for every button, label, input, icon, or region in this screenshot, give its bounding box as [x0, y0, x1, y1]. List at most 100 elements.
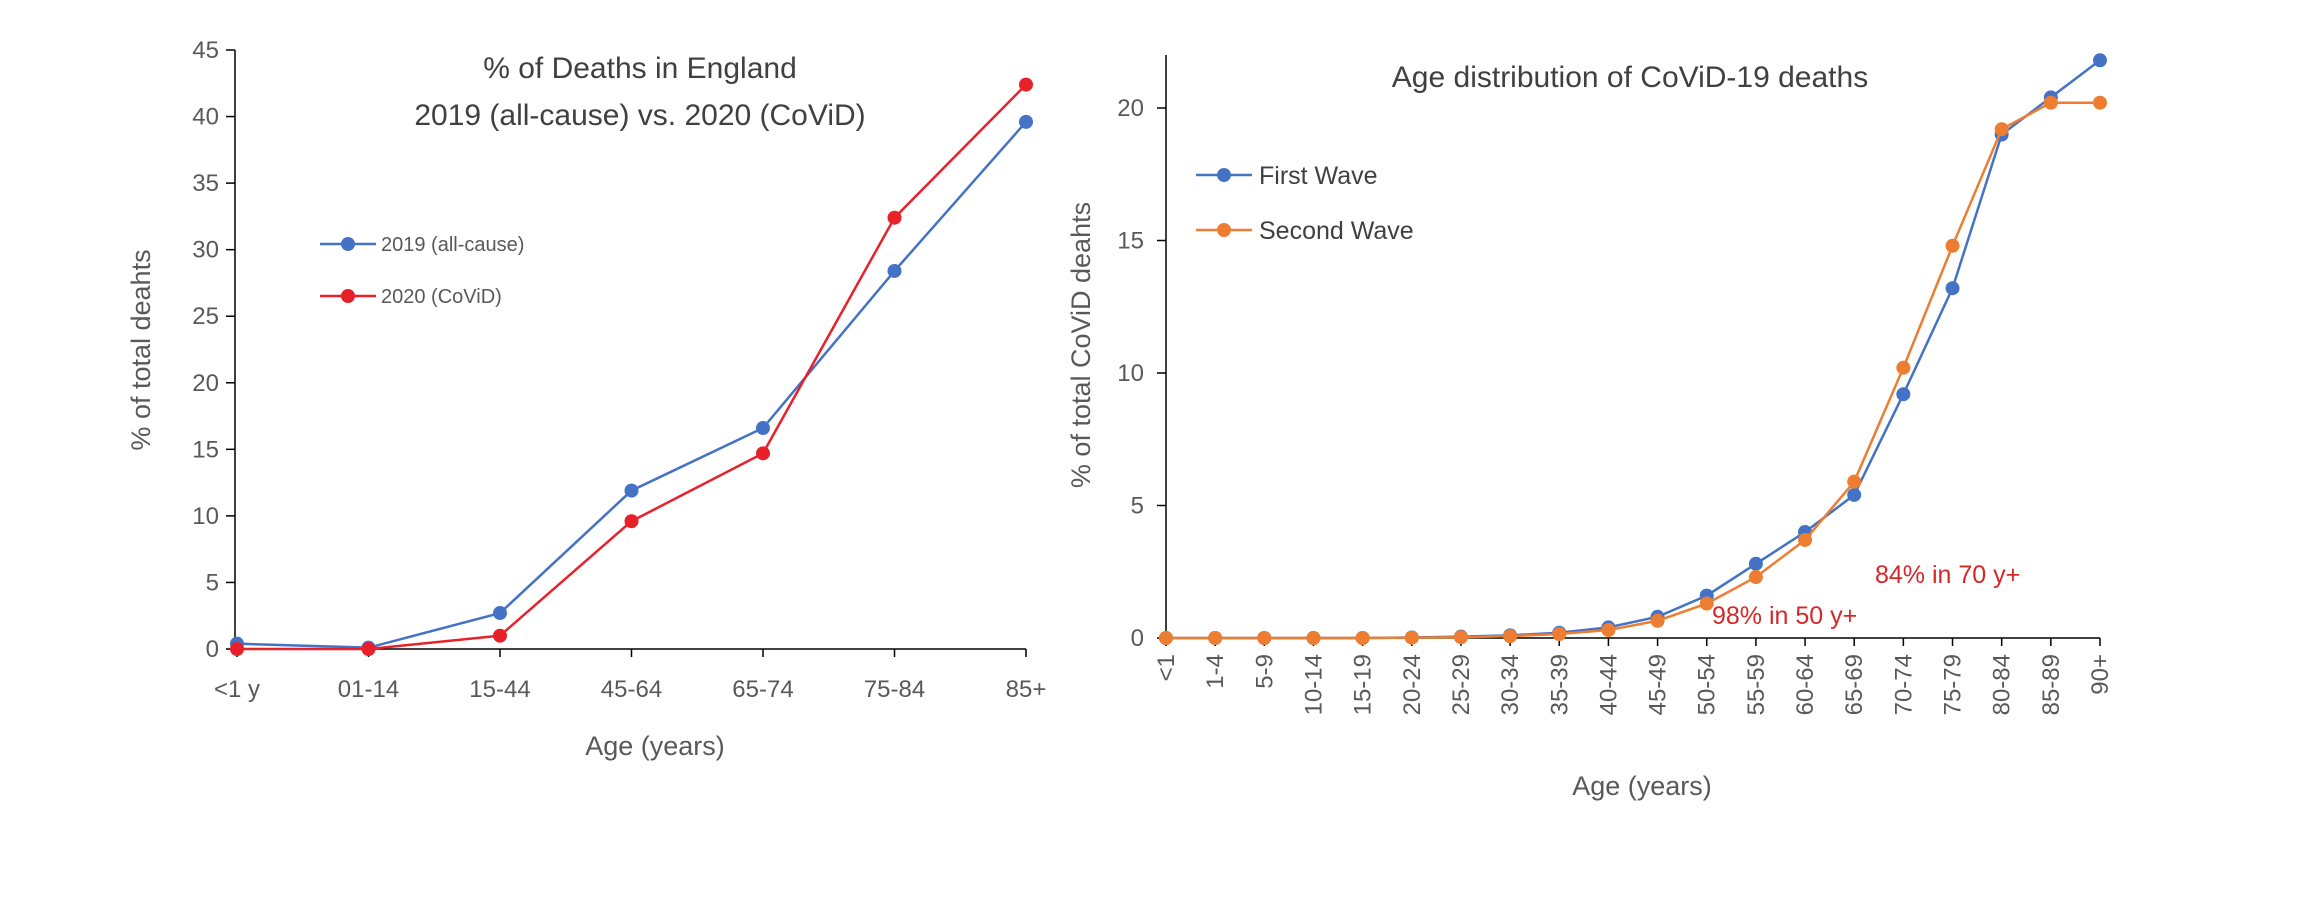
legend-marker-2019	[341, 237, 355, 251]
chart2-y-tick-label: 0	[1131, 625, 1144, 652]
chart1-x-tick-label: 01-14	[338, 676, 399, 703]
chart2-x-tick-label: 55-59	[1743, 654, 1770, 715]
chart1-y-tick-label: 20	[192, 370, 219, 397]
chart1-x-tick-label: <1 y	[214, 676, 260, 703]
chart2-x-tick-label: 75-79	[1940, 654, 1967, 715]
chart2-legend-label-second-wave: Second Wave	[1259, 217, 1414, 245]
chart1-legend-label-2019: 2019 (all-cause)	[381, 234, 524, 256]
chart2-x-tick-label: 35-39	[1546, 654, 1573, 715]
chart2-point-first-wave	[1896, 387, 1911, 402]
chart2-point-first-wave	[1847, 487, 1862, 502]
chart1-y-tick-label: 5	[206, 569, 219, 596]
chart2-point-second-wave	[1650, 613, 1665, 628]
chart1-x-axis-title: Age (years)	[585, 731, 725, 761]
chart2-x-tick-label: 25-29	[1448, 654, 1475, 715]
chart1-x-tick-label: 45-64	[601, 676, 662, 703]
chart1-x-tick-label: 15-44	[469, 676, 530, 703]
annotation-98-percent: 98% in 50 y+	[1712, 602, 1857, 630]
chart2-y-tick-label: 15	[1117, 228, 1144, 255]
chart2-legend-item-first-wave: First Wave	[1196, 162, 1378, 190]
chart2-point-second-wave	[1404, 630, 1419, 645]
chart2-x-tick-label: 10-14	[1300, 654, 1327, 715]
annotation-84-percent: 84% in 70 y+	[1875, 561, 2020, 589]
chart1-legend: 2019 (all-cause) 2020 (CoViD)	[320, 234, 524, 308]
chart2-legend-label-first-wave: First Wave	[1259, 162, 1378, 190]
chart1-point-2019-all-cause	[887, 263, 902, 278]
chart2-x-tick-label: 60-64	[1792, 654, 1819, 715]
chart2-y-tick-label: 5	[1131, 493, 1144, 520]
chart1-point-2020-covid	[756, 446, 770, 461]
chart1-point-2019-all-cause	[1019, 114, 1033, 129]
chart1-x-tick-label: 85+	[1006, 676, 1047, 703]
chart1-y-tick-label: 45	[192, 37, 219, 64]
chart2-y-tick-label: 10	[1117, 360, 1144, 387]
chart1-legend-item-2020: 2020 (CoViD)	[320, 286, 502, 308]
chart2-y-tick-label: 20	[1117, 95, 1144, 122]
chart1-y-tick-label: 10	[192, 503, 219, 530]
chart2-x-tick-label: 50-54	[1694, 654, 1721, 715]
chart2-x-tick-label: 20-24	[1399, 654, 1426, 715]
chart2-point-second-wave	[1896, 360, 1911, 375]
chart2-point-second-wave	[1798, 532, 1813, 547]
chart2-legend: First Wave Second Wave	[1196, 162, 1414, 245]
chart-covid-age-distribution: Age distribution of CoViD-19 deaths 0 5 10…	[1066, 53, 2114, 801]
chart2-x-tick-label: 30-34	[1497, 654, 1524, 715]
chart2-x-tick-label: 90+	[2087, 654, 2114, 695]
chart2-x-tick-label: 40-44	[1595, 654, 1622, 715]
chart-deaths-england: % of Deaths in England 2019 (all-cause) …	[126, 37, 1046, 761]
legend-marker-second-wave	[1217, 223, 1231, 237]
chart2-point-second-wave	[1847, 474, 1862, 489]
chart2-x-tick-label: <1	[1153, 654, 1180, 681]
chart2-point-second-wave	[1552, 627, 1567, 642]
chart2-x-tick-label: 80-84	[1989, 654, 2016, 715]
chart2-x-tick-label: 15-19	[1350, 654, 1377, 715]
chart2-x-tick-label: 65-69	[1841, 654, 1868, 715]
chart2-x-tick-label: 5-9	[1251, 654, 1278, 689]
chart1-title-line2: 2019 (all-cause) vs. 2020 (CoViD)	[414, 99, 865, 132]
chart2-x-tick-label: 70-74	[1890, 654, 1917, 715]
chart2-point-second-wave	[1748, 570, 1763, 585]
chart2-point-second-wave	[1355, 631, 1370, 645]
chart2-point-second-wave	[1159, 631, 1173, 645]
chart2-x-tick-label: 45-49	[1645, 654, 1672, 715]
chart1-x-tick-label: 65-74	[732, 676, 793, 703]
chart2-point-first-wave	[2093, 53, 2107, 68]
chart2-legend-item-second-wave: Second Wave	[1196, 217, 1414, 245]
chart2-title: Age distribution of CoViD-19 deaths	[1392, 61, 1868, 94]
chart2-point-second-wave	[1601, 623, 1616, 638]
chart1-point-2019-all-cause	[493, 606, 507, 621]
chart2-series-line-second-wave	[1166, 101, 2100, 640]
chart2-point-second-wave	[2043, 95, 2058, 110]
chart1-y-tick-label: 25	[192, 303, 219, 330]
chart2-x-tick-label: 85-89	[2038, 654, 2065, 715]
chart1-y-tick-label: 40	[192, 104, 219, 131]
chart1-point-2019-all-cause	[624, 483, 639, 498]
chart2-x-tick-label: 1-4	[1202, 654, 1229, 689]
chart2-point-second-wave	[1453, 630, 1468, 645]
chart2-point-second-wave	[1503, 629, 1518, 644]
chart1-point-2020-covid	[624, 514, 639, 529]
chart1-y-tick-label: 35	[192, 170, 219, 197]
chart1-y-axis-title: % of total deahts	[126, 249, 156, 450]
chart2-point-first-wave	[1748, 556, 1763, 571]
chart1-legend-item-2019: 2019 (all-cause)	[320, 234, 524, 256]
chart2-point-second-wave	[1306, 631, 1321, 645]
chart2-x-axis-title: Age (years)	[1572, 771, 1712, 801]
legend-marker-2020	[341, 289, 355, 303]
chart1-series-line-2019-all-cause	[236, 121, 1027, 649]
chart1-legend-label-2020: 2020 (CoViD)	[381, 286, 502, 308]
chart1-series-line-2020-covid	[237, 83, 1027, 651]
chart1-y-tick-label: 30	[192, 237, 219, 264]
chart2-point-second-wave	[1208, 631, 1223, 645]
chart2-point-second-wave	[1945, 238, 1960, 253]
chart2-point-second-wave	[2093, 95, 2107, 110]
chart1-y-tick-label: 15	[192, 436, 219, 463]
chart1-point-2020-covid	[230, 642, 244, 656]
chart1-title-line1: % of Deaths in England	[483, 52, 797, 85]
chart2-point-second-wave	[1257, 631, 1272, 645]
chart2-point-second-wave	[1699, 596, 1714, 611]
chart2-series-line-first-wave	[1166, 59, 2101, 640]
chart1-y-tick-label: 0	[206, 636, 219, 663]
chart2-point-first-wave	[1945, 281, 1960, 296]
